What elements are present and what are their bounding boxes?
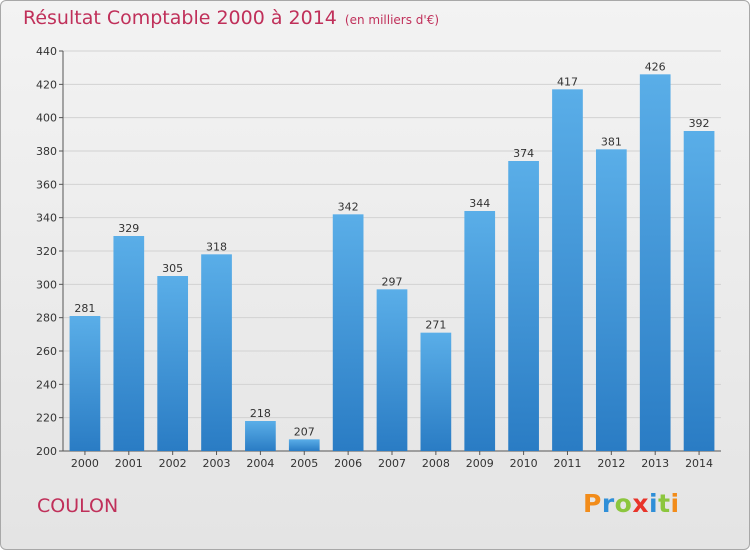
x-tick-label: 2013 (641, 457, 669, 470)
bar (157, 276, 189, 451)
y-tick-label: 320 (36, 245, 57, 258)
bar (508, 161, 539, 451)
x-tick-label: 2004 (246, 457, 274, 470)
x-tick-label: 2005 (290, 457, 318, 470)
y-tick-label: 200 (36, 445, 57, 458)
x-tick-label: 2011 (553, 457, 581, 470)
bar (420, 332, 452, 451)
chart-title: Résultat Comptable 2000 à 2014 (en millie… (23, 7, 439, 29)
bar (201, 254, 232, 451)
y-tick-label: 220 (36, 412, 57, 425)
x-tick-label: 2007 (378, 457, 406, 470)
bar (552, 89, 583, 451)
x-tick-label: 2001 (115, 457, 143, 470)
bar (464, 211, 496, 451)
axes: 200 220 240 260 280 300 320 340 360 380 400 420 440 2… (36, 45, 721, 470)
logo-letter: x (632, 489, 649, 518)
data-label: 218 (250, 407, 271, 420)
x-tick-label: 2003 (203, 457, 231, 470)
data-label: 344 (469, 197, 490, 210)
data-label: 271 (425, 319, 446, 332)
data-label: 392 (689, 117, 710, 130)
bar (69, 316, 101, 451)
commune-name: COULON (37, 495, 119, 517)
data-label: 305 (162, 262, 183, 275)
title-unit: (en milliers d'€) (344, 13, 440, 27)
data-label: 297 (382, 275, 403, 288)
bar (639, 74, 671, 451)
x-tick-label: 2000 (71, 457, 99, 470)
x-tick-label: 2010 (510, 457, 538, 470)
logo-letter: P (583, 489, 602, 518)
x-tick-label: 2006 (334, 457, 362, 470)
y-tick-label: 260 (36, 345, 57, 358)
data-label: 318 (206, 240, 227, 253)
data-label: 329 (118, 222, 139, 235)
bar (332, 214, 364, 451)
data-label: 281 (74, 302, 95, 315)
y-tick-label: 340 (36, 212, 57, 225)
y-tick-label: 380 (36, 145, 57, 158)
bar (595, 149, 627, 452)
x-tick-label: 2009 (466, 457, 494, 470)
x-tick-label: 2008 (422, 457, 450, 470)
logo-letter: t (658, 489, 671, 518)
y-tick-label: 280 (36, 312, 57, 325)
x-tick-label: 2002 (159, 457, 187, 470)
y-tick-label: 360 (36, 178, 57, 191)
x-tick-label: 2012 (597, 457, 625, 470)
bar (113, 236, 145, 451)
data-label: 417 (557, 75, 578, 88)
y-tick-label: 240 (36, 378, 57, 391)
bar (245, 421, 276, 451)
y-tick-label: 300 (36, 278, 57, 291)
data-label: 342 (338, 200, 359, 213)
title-main: Résultat Comptable 2000 à 2014 (23, 7, 337, 29)
y-tick-label: 440 (36, 45, 57, 58)
y-tick-label: 420 (36, 78, 57, 91)
bars (69, 74, 715, 452)
bar (683, 131, 715, 451)
logo-letter: i (670, 489, 680, 518)
data-label: 207 (294, 425, 315, 438)
bar (376, 289, 408, 451)
y-tick-label: 400 (36, 112, 57, 125)
x-tick-label: 2014 (685, 457, 713, 470)
logo-letter: r (601, 489, 615, 518)
data-label: 426 (645, 60, 666, 73)
logo-letter: o (614, 489, 633, 518)
bar (288, 439, 320, 451)
proxiti-logo: Proxiti (583, 489, 680, 518)
data-labels: 281 329 305 318 218 207 342 297 271 344 374 417 381 4… (74, 60, 709, 438)
data-label: 374 (513, 147, 534, 160)
logo-letter: i (649, 489, 659, 518)
data-label: 381 (601, 135, 622, 148)
